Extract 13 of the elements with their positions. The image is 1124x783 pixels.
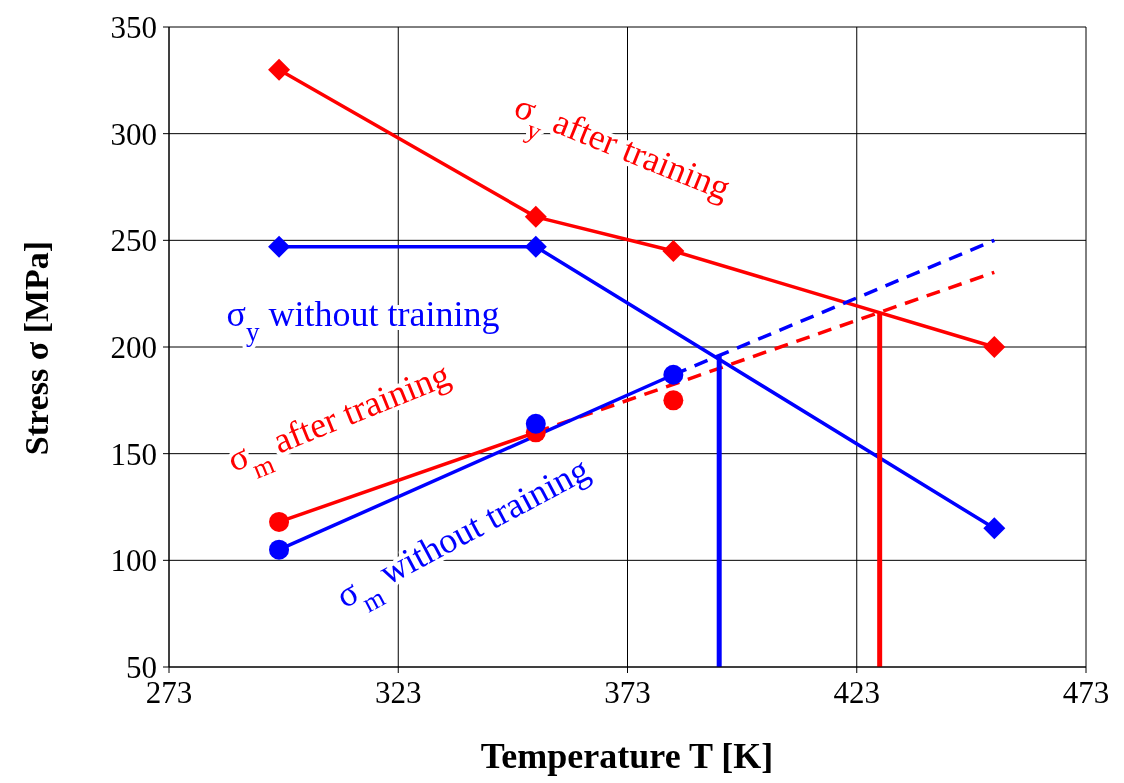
x-axis-title: Temperature T [K] <box>480 736 774 776</box>
y-axis-title: Stress σ [MPa] <box>18 240 55 456</box>
text: σ$_{m}$ after training <box>221 354 456 485</box>
y-tick-label: 200 <box>110 330 157 366</box>
y-tick-label: 150 <box>110 436 157 472</box>
x-tick-label: 323 <box>375 675 422 711</box>
y-tick-label: 250 <box>110 223 157 259</box>
x-tick-label: 473 <box>1062 675 1110 711</box>
x-tick-label: 373 <box>604 675 651 711</box>
y-tick-label: 350 <box>110 10 157 46</box>
y-tick-label: 100 <box>110 543 157 579</box>
x-tick-label: 423 <box>833 675 880 711</box>
y-tick-label: 300 <box>110 116 157 152</box>
